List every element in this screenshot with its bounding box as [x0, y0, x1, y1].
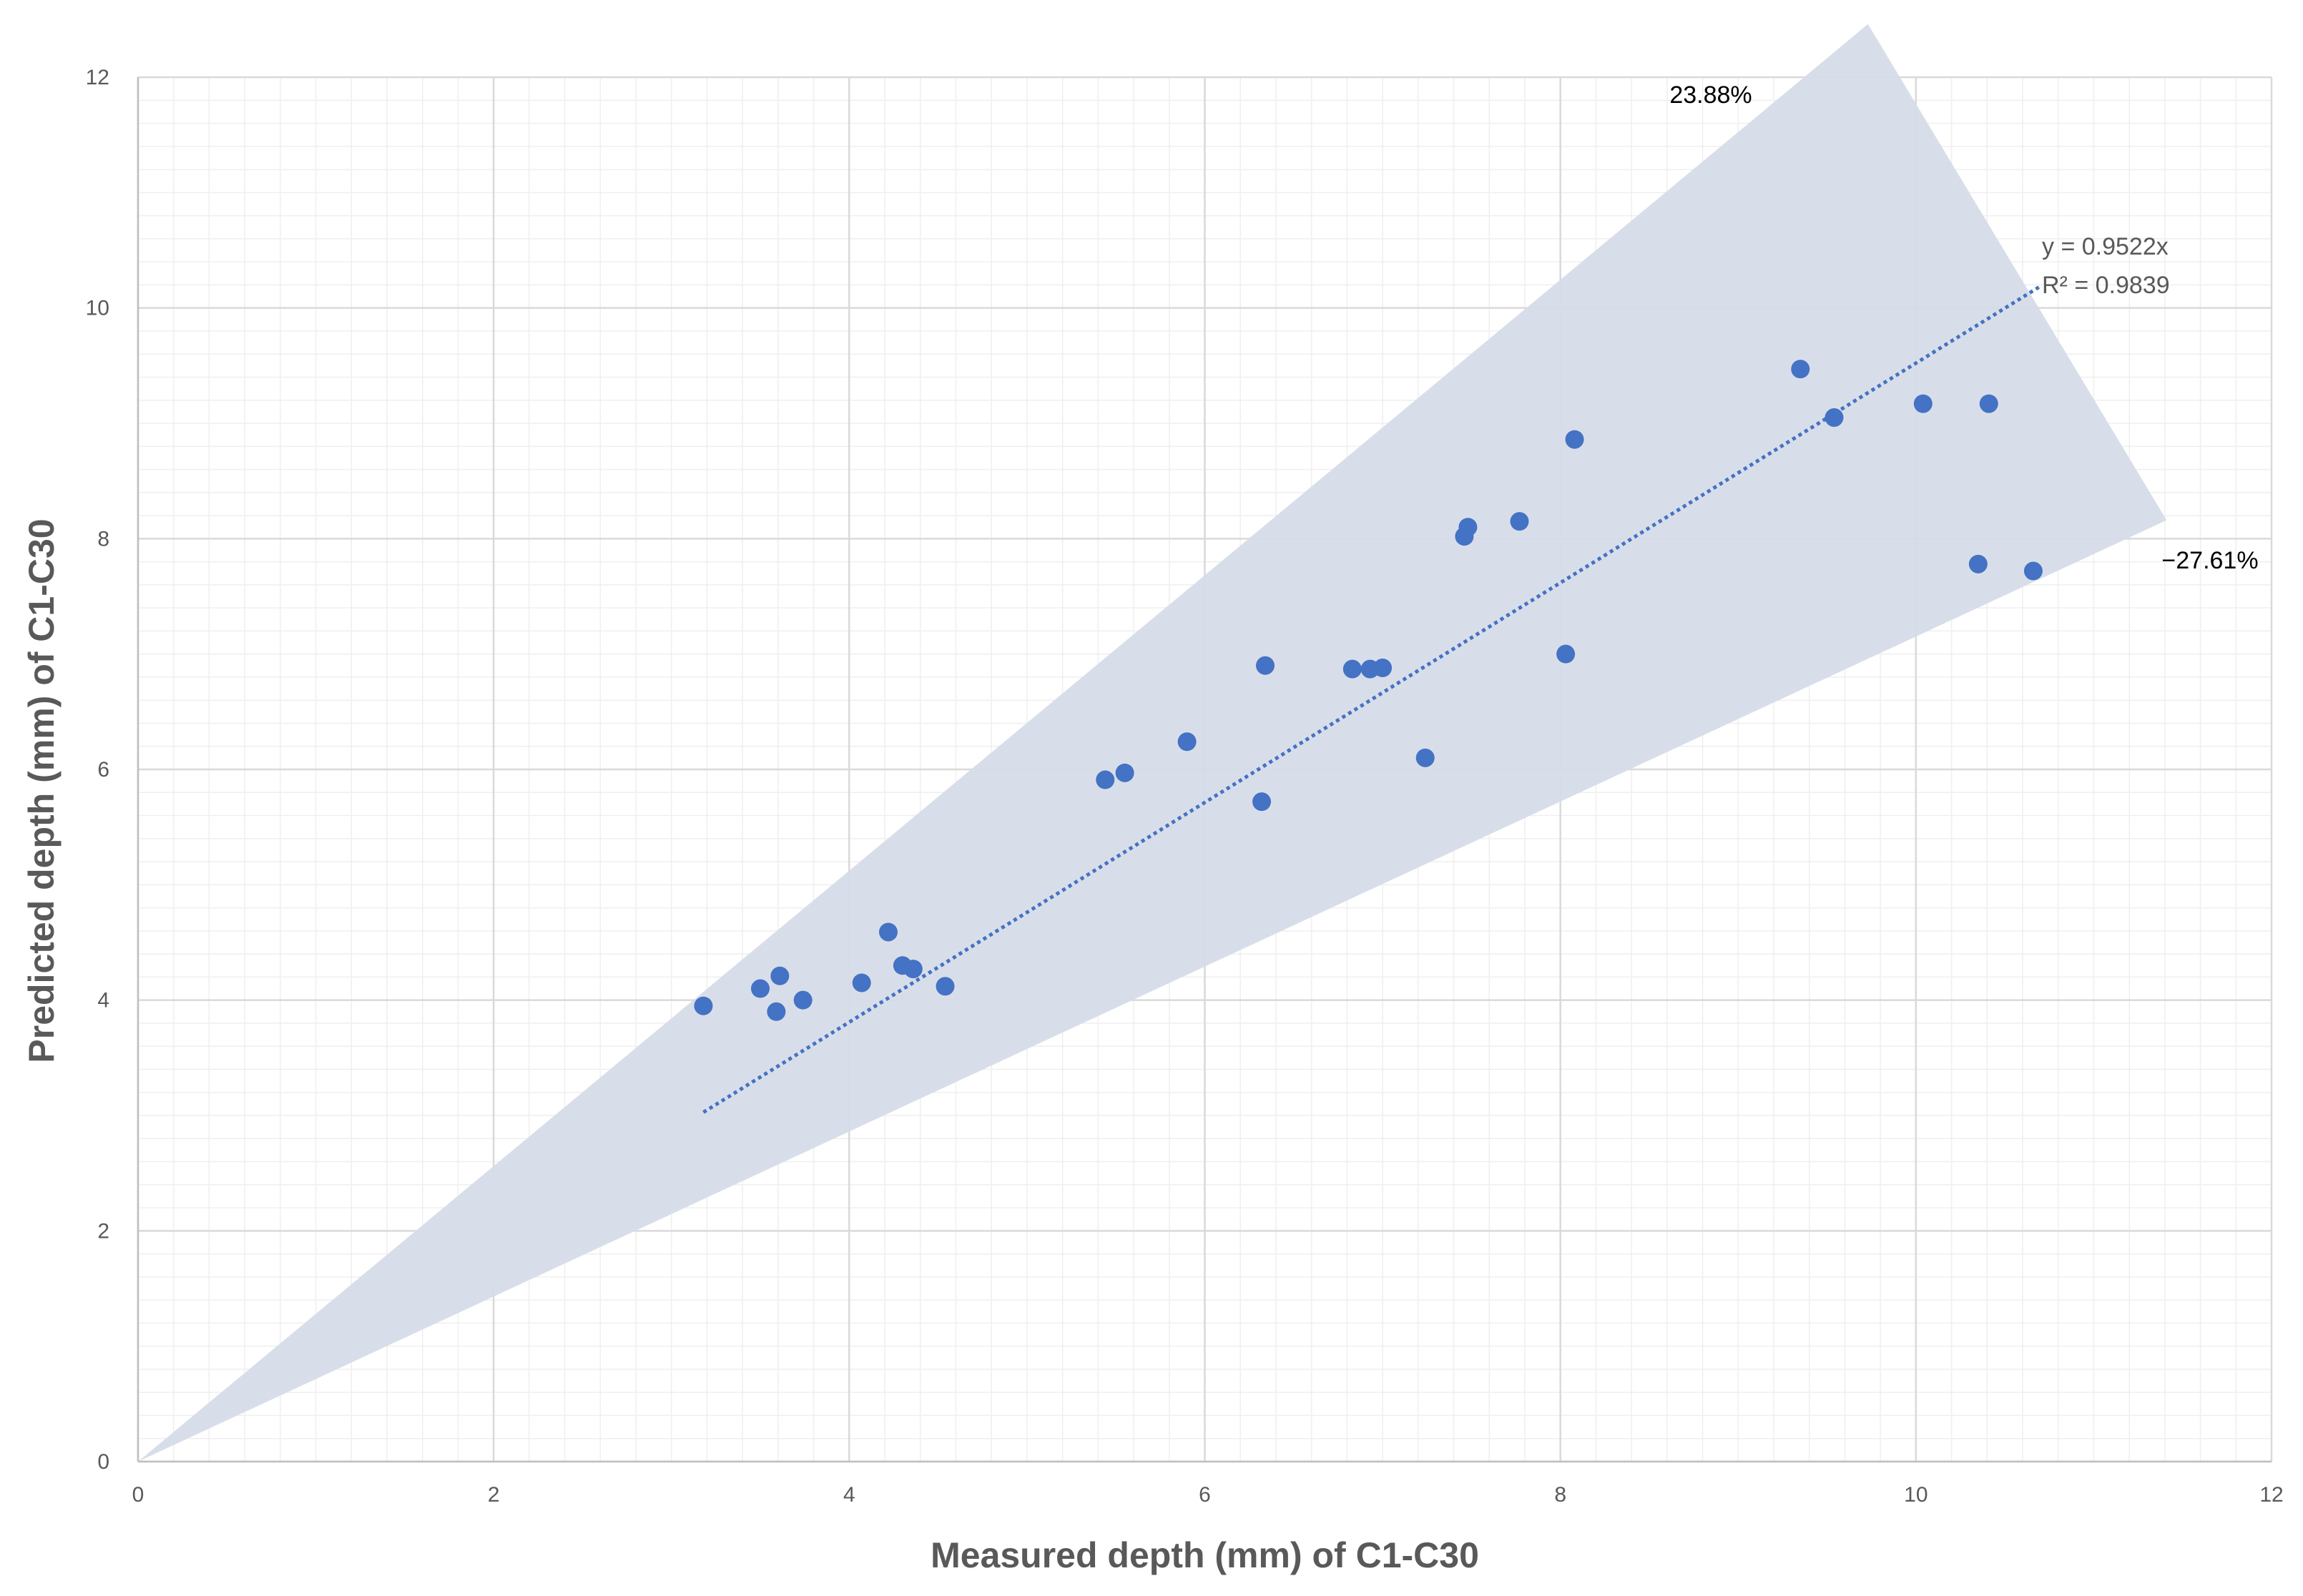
band-lower-label: −27.61% — [2161, 547, 2258, 574]
trendline-equation: y = 0.9522x — [2042, 233, 2169, 260]
trendline — [702, 285, 2042, 1114]
x-axis-title: Measured depth (mm) of C1-C30 — [930, 1535, 1479, 1575]
data-point — [793, 990, 812, 1010]
y-tick-label: 8 — [97, 527, 109, 551]
y-tick-label: 10 — [86, 297, 109, 320]
data-point — [1968, 554, 1988, 573]
data-point — [751, 979, 770, 998]
y-axis-title: Predicted depth (mm) of C1-C30 — [21, 518, 62, 1063]
x-tick-label: 10 — [1904, 1483, 1928, 1507]
y-tick-label: 0 — [97, 1450, 109, 1474]
x-tick-label: 2 — [488, 1483, 500, 1507]
data-point — [1373, 659, 1393, 678]
data-point — [1096, 770, 1115, 789]
x-tick-label: 12 — [2259, 1483, 2283, 1507]
data-point — [1791, 360, 1810, 379]
data-point — [1510, 512, 1529, 531]
x-tick-labels: 0 2 4 6 8 10 12 — [132, 1483, 2284, 1507]
data-point — [770, 966, 790, 985]
data-point — [936, 977, 955, 996]
y-tick-label: 2 — [97, 1219, 109, 1243]
data-point — [694, 996, 713, 1015]
axes — [137, 77, 2272, 1463]
error-band — [138, 24, 2167, 1462]
data-point — [1115, 763, 1134, 782]
data-point — [1415, 748, 1435, 767]
data-point — [879, 922, 898, 942]
data-point — [1458, 518, 1478, 537]
x-tick-label: 4 — [843, 1483, 855, 1507]
data-point — [1913, 394, 1933, 413]
data-point — [903, 960, 923, 979]
y-tick-label: 4 — [97, 989, 109, 1013]
data-point — [2023, 561, 2043, 581]
x-tick-label: 6 — [1199, 1483, 1211, 1507]
data-point — [1825, 408, 1844, 427]
x-tick-label: 0 — [132, 1483, 144, 1507]
data-point — [1256, 656, 1275, 675]
data-point — [1342, 659, 1362, 679]
data-point — [1565, 430, 1584, 449]
data-points — [694, 360, 2043, 1021]
data-point — [1556, 644, 1576, 664]
data-point — [1979, 394, 1998, 413]
band-upper-label: 23.88% — [1669, 82, 1752, 109]
trendline-r-squared: R² = 0.9839 — [2042, 272, 2170, 299]
y-tick-label: 12 — [86, 66, 109, 89]
x-tick-label: 8 — [1554, 1483, 1566, 1507]
data-point — [1252, 792, 1272, 812]
data-point — [1177, 732, 1197, 752]
data-point — [767, 1002, 786, 1021]
data-point — [852, 973, 871, 992]
y-tick-labels: 0 2 4 6 8 10 12 — [86, 66, 109, 1474]
y-tick-label: 6 — [97, 758, 109, 782]
